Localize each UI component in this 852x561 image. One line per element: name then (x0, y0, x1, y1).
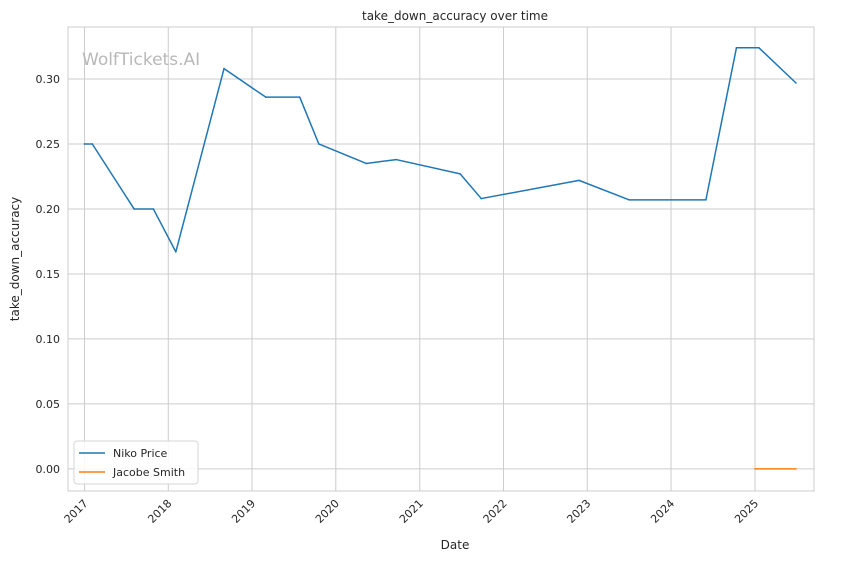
y-tick-label: 0.20 (36, 203, 61, 216)
data-point-jacobe-smith (754, 468, 756, 470)
data-point-niko-price (628, 199, 630, 201)
data-point-niko-price (758, 46, 760, 49)
data-point-niko-price (459, 173, 461, 175)
y-tick-label: 0.10 (36, 333, 61, 346)
data-point-niko-price (133, 208, 135, 210)
x-tick-label: 2020 (313, 497, 342, 526)
legend: Niko Price Jacobe Smith (73, 440, 199, 485)
chart-title: take_down_accuracy over time (362, 9, 548, 23)
x-tick-label: 2024 (648, 497, 677, 526)
x-tick-label: 2022 (481, 497, 510, 526)
y-tick-label: 0.15 (36, 268, 61, 281)
y-tick-label: 0.25 (36, 138, 61, 151)
y-tick-label: 0.05 (36, 398, 61, 411)
x-tick-label: 2017 (62, 497, 91, 526)
data-point-niko-price (152, 208, 155, 210)
data-point-niko-price (298, 96, 301, 98)
legend-label-jacobe-smith: Jacobe Smith (112, 466, 185, 479)
data-point-niko-price (83, 143, 86, 145)
grid (68, 27, 814, 491)
x-tick-label: 2023 (564, 497, 593, 526)
data-point-niko-price (265, 96, 267, 98)
data-point-jacobe-smith (795, 468, 797, 470)
series-layer (83, 46, 797, 470)
data-point-niko-price (223, 67, 225, 70)
data-point-niko-price (318, 143, 320, 145)
data-point-niko-price (395, 158, 397, 161)
data-point-niko-price (795, 82, 797, 84)
x-tick-label: 2025 (732, 497, 761, 526)
x-axis-label: Date (441, 538, 470, 552)
x-tick-label: 2018 (145, 497, 174, 526)
data-point-niko-price (735, 46, 738, 49)
data-point-niko-price (91, 143, 94, 145)
data-point-niko-price (175, 251, 177, 253)
y-tick-label: 0.00 (36, 463, 61, 476)
y-axis-label: take_down_accuracy (8, 197, 22, 321)
y-tick-label: 0.30 (36, 73, 61, 86)
data-point-niko-price (578, 179, 580, 182)
x-tick-label: 2019 (229, 497, 258, 526)
data-point-niko-price (705, 199, 707, 201)
watermark: WolfTickets.AI (82, 50, 200, 70)
x-tick-label: 2021 (397, 497, 426, 526)
legend-box (73, 440, 199, 485)
plot-area (67, 26, 815, 492)
legend-label-niko-price: Niko Price (113, 447, 168, 460)
data-point-niko-price (480, 197, 483, 200)
data-point-niko-price (365, 162, 368, 165)
